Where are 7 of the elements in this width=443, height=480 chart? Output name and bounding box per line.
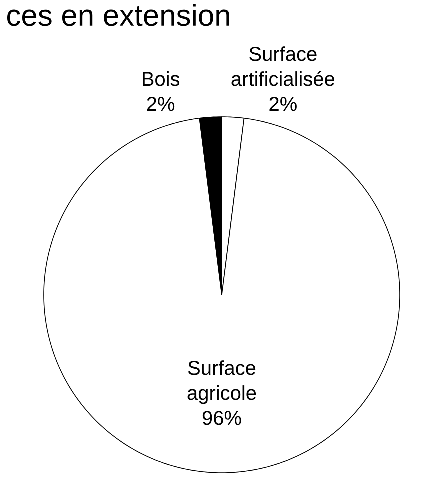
slice-label: Surface artificialisée bbox=[232, 46, 335, 86]
data-label: 96% bbox=[202, 411, 242, 426]
chart-title: ces en extension bbox=[7, 4, 230, 26]
data-label: 2% bbox=[147, 97, 175, 112]
slice-label: Bois bbox=[143, 72, 180, 86]
slice-label: Surface agricole bbox=[188, 360, 256, 404]
data-label: 2% bbox=[270, 97, 297, 112]
